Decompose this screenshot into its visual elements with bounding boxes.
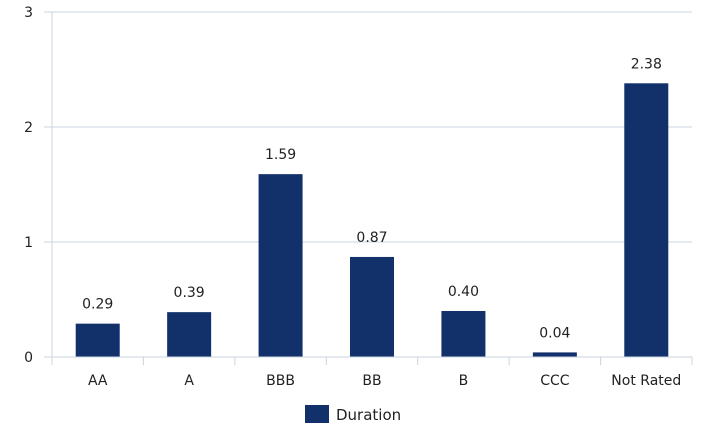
data-label: 0.87 — [356, 230, 387, 246]
x-axis: AA A BBB BB B CCC Not Rated — [51, 356, 693, 389]
data-label: 0.40 — [448, 284, 479, 300]
legend: Duration — [305, 405, 401, 424]
bar-not-rated — [624, 83, 669, 358]
legend-label-duration: Duration — [336, 406, 401, 424]
data-label: 2.38 — [631, 56, 662, 72]
legend-swatch-duration — [305, 405, 329, 423]
x-tick-label: B — [459, 373, 469, 389]
y-tick-label: 3 — [24, 5, 33, 21]
data-label: 0.39 — [174, 285, 205, 301]
x-tick-label: CCC — [540, 373, 570, 389]
bar-bb — [350, 256, 394, 357]
data-label: 0.29 — [82, 297, 113, 313]
y-axis-ticks: 0 1 2 3 — [24, 5, 33, 366]
bar-bbb — [258, 174, 303, 357]
x-tick-label: BBB — [266, 373, 295, 389]
x-tick-label: Not Rated — [611, 373, 681, 389]
data-label: 0.04 — [539, 325, 570, 341]
bar-aa — [75, 323, 120, 357]
y-tick-label: 0 — [24, 350, 33, 366]
bars — [75, 83, 669, 358]
y-tick-label: 1 — [24, 235, 33, 251]
bar-ccc — [532, 352, 577, 357]
x-tick-label: A — [184, 373, 194, 389]
data-label: 1.59 — [265, 147, 296, 163]
bar-a — [167, 312, 212, 357]
data-labels: 0.29 0.39 1.59 0.87 0.40 0.04 2.38 — [82, 56, 662, 341]
x-tick-label: BB — [362, 373, 381, 389]
y-tick-label: 2 — [24, 120, 33, 136]
x-tick-label: AA — [88, 373, 108, 389]
bar-b — [441, 311, 486, 357]
gridlines — [44, 11, 692, 358]
